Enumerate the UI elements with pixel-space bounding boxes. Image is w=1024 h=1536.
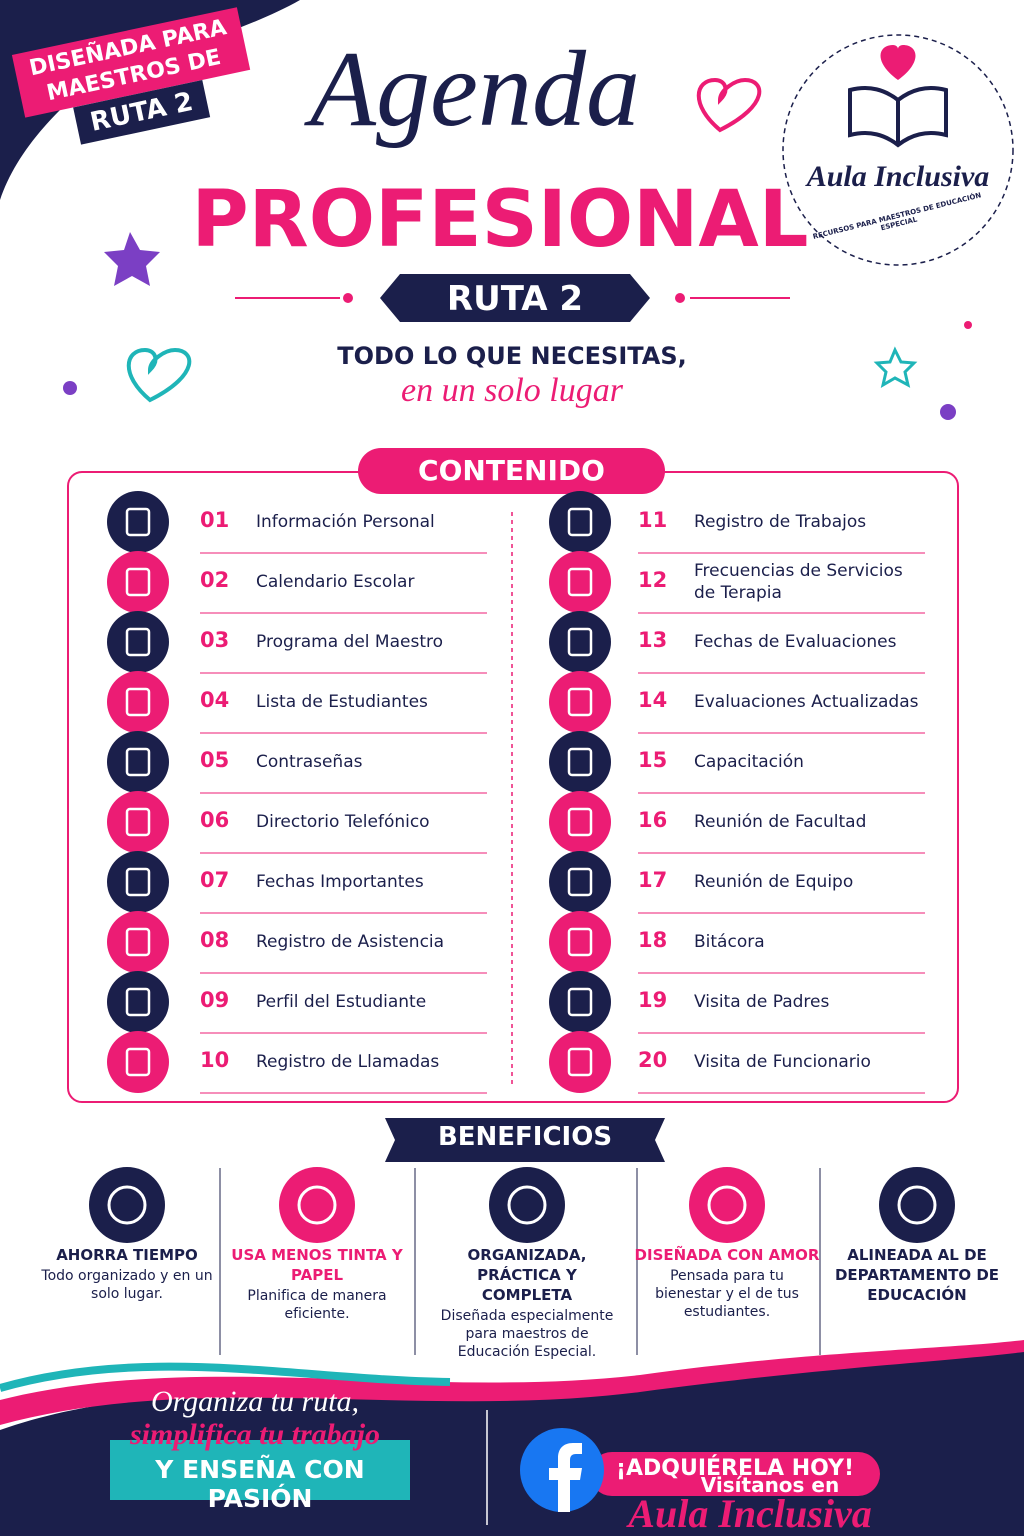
item-label: Fechas de Evaluaciones <box>694 632 897 652</box>
tagline-script: en un solo lugar <box>401 372 623 409</box>
item-label: Registro de Trabajos <box>694 512 867 532</box>
item-number: 20 <box>638 1048 668 1072</box>
item-label: Capacitación <box>694 752 804 772</box>
item-number: 02 <box>200 568 230 592</box>
item-number: 05 <box>200 748 230 772</box>
tagline-line: TODO LO QUE NECESITAS, <box>337 342 687 370</box>
benefit-title: AHORRA TIEMPO <box>56 1246 198 1264</box>
benefit-title: DISEÑADA CON AMOR <box>634 1246 820 1264</box>
footer-cta[interactable]: ¡ADQUIÉRELA HOY! <box>615 1456 855 1481</box>
footer-line: Organiza tu ruta, <box>150 1385 360 1418</box>
benefit-title: ORGANIZADA, PRÁCTICA Y COMPLETA <box>467 1246 587 1304</box>
item-number: 12 <box>638 568 668 592</box>
item-number: 13 <box>638 628 668 652</box>
item-number: 18 <box>638 928 668 952</box>
item-label: Contraseñas <box>256 752 363 772</box>
benefit-title: ALINEADA AL DE DEPARTAMENTO DE EDUCACIÓN <box>834 1246 1000 1304</box>
item-number: 09 <box>200 988 230 1012</box>
benefit-text: Pensada para tu bienestar y el de tus es… <box>655 1268 799 1320</box>
item-number: 19 <box>638 988 668 1012</box>
footer-line: simplifica tu trabajo <box>129 1418 381 1451</box>
item-number: 06 <box>200 808 230 832</box>
item-label: Evaluaciones Actualizadas <box>694 692 919 712</box>
item-number: 04 <box>200 688 230 712</box>
contents-heading: CONTENIDO <box>418 454 605 487</box>
item-label: Bitácora <box>694 932 765 952</box>
item-number: 08 <box>200 928 230 952</box>
item-label: Lista de Estudiantes <box>256 692 428 712</box>
footer-slogan: Y ENSEÑA CON PASIÓN <box>155 1455 365 1513</box>
item-number: 17 <box>638 868 668 892</box>
item-label: Registro de Asistencia <box>256 932 445 952</box>
benefit-text: Planifica de manera eficiente. <box>247 1288 387 1322</box>
item-number: 14 <box>638 688 668 712</box>
title-script: Agenda <box>310 30 640 149</box>
benefit-title: USA MENOS TINTA Y PAPEL <box>231 1246 403 1284</box>
item-label: Información Personal <box>256 512 435 532</box>
logo-name: Aula Inclusiva <box>806 160 990 193</box>
item-number: 07 <box>200 868 230 892</box>
item-number: 03 <box>200 628 230 652</box>
benefit-text: Diseñada especialmente para maestros de … <box>440 1308 614 1360</box>
item-label: Registro de Llamadas <box>256 1052 440 1072</box>
item-label: Programa del Maestro <box>256 632 444 652</box>
item-label: Perfil del Estudiante <box>256 992 427 1012</box>
item-label: Reunión de Facultad <box>694 812 867 832</box>
item-label: Frecuencias de Servicios de Terapia <box>694 561 903 603</box>
item-number: 10 <box>200 1048 230 1072</box>
footer-brand[interactable]: Aula Inclusiva <box>628 1491 872 1536</box>
item-label: Visita de Padres <box>694 992 830 1012</box>
item-label: Reunión de Equipo <box>694 872 854 892</box>
item-number: 11 <box>638 508 668 532</box>
item-label: Visita de Funcionario <box>694 1052 871 1072</box>
item-label: Directorio Telefónico <box>256 812 430 832</box>
benefit-text: Todo organizado y en un solo lugar. <box>41 1268 213 1302</box>
item-label: Calendario Escolar <box>256 572 415 592</box>
item-label: Fechas Importantes <box>256 872 424 892</box>
item-number: 01 <box>200 508 230 532</box>
benefits-heading: BENEFICIOS <box>437 1122 613 1152</box>
title-main: PROFESIONAL <box>191 175 809 265</box>
title-ribbon: RUTA 2 <box>446 279 584 319</box>
item-number: 15 <box>638 748 668 772</box>
item-number: 16 <box>638 808 668 832</box>
footer-visit: Visítanos en <box>700 1473 840 1497</box>
